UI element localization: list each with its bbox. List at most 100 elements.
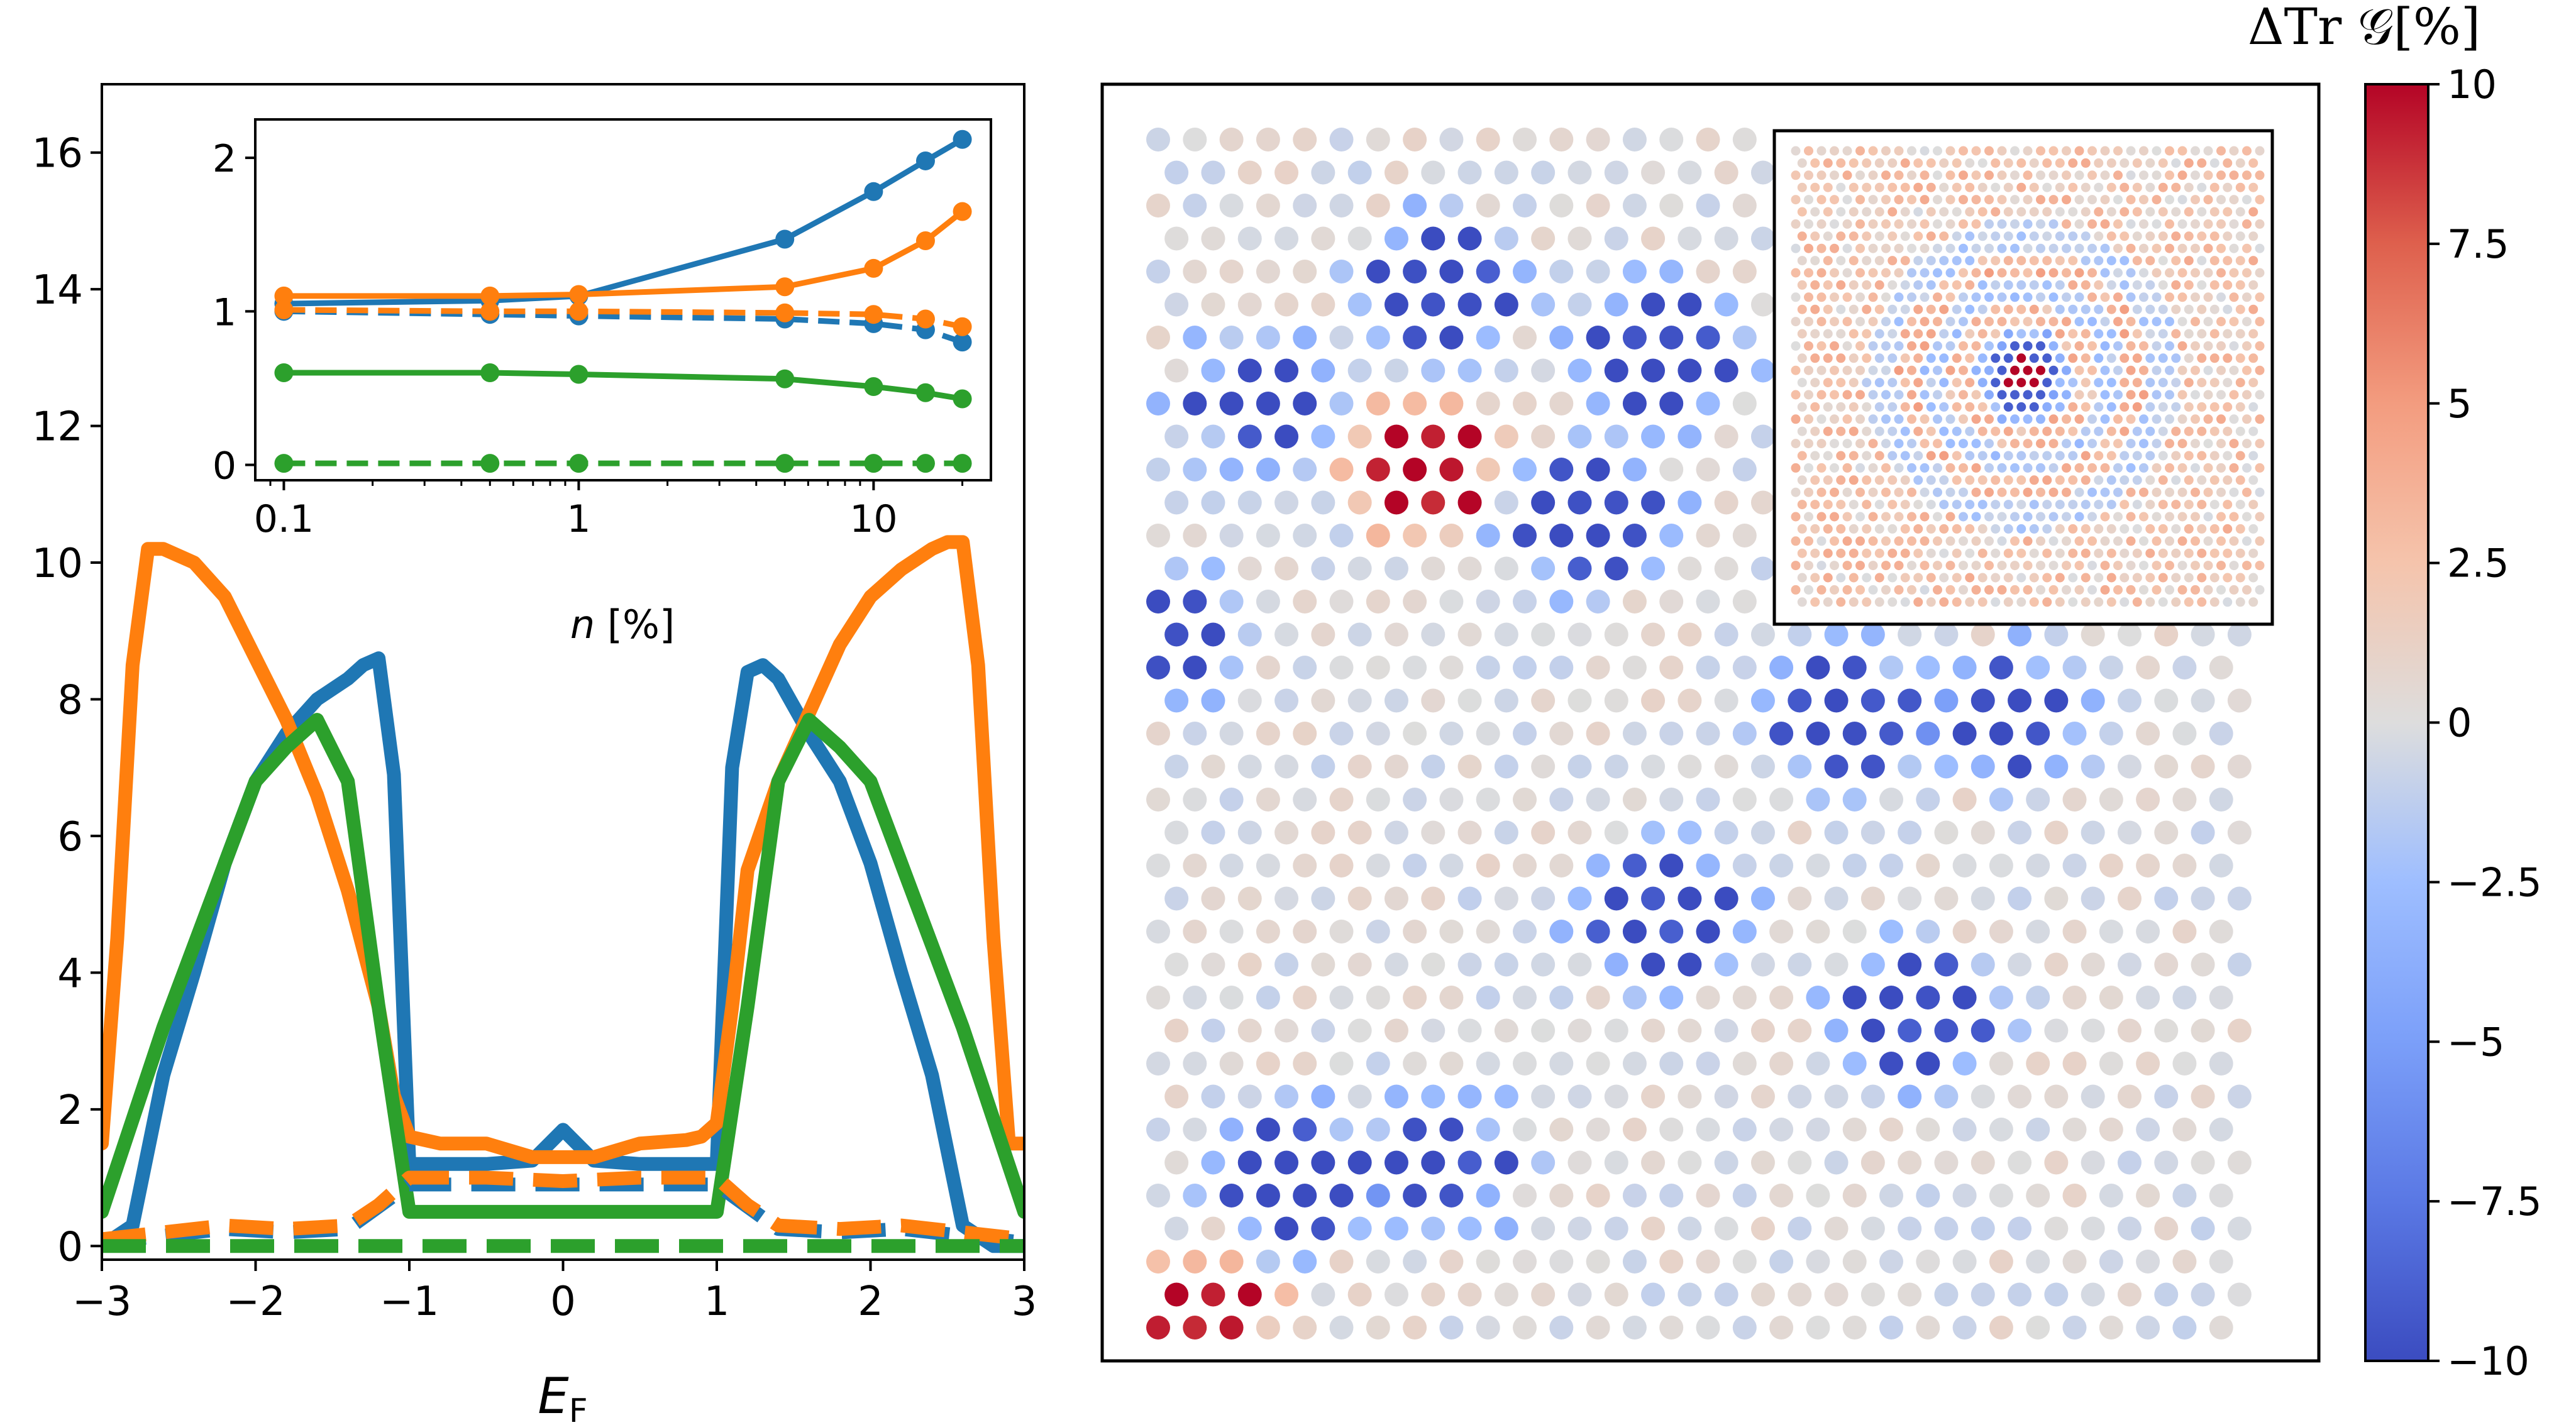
lattice-dot	[1549, 656, 1574, 679]
lattice-inset-dot	[1920, 341, 1930, 351]
lattice-dot	[1898, 622, 1922, 647]
lattice-inset-dot	[1913, 256, 1923, 266]
lattice-dot	[1806, 1316, 1830, 1340]
lattice-dot	[1384, 160, 1408, 185]
lattice-inset-dot	[2003, 548, 2013, 558]
lattice-inset-dot	[2120, 353, 2130, 363]
inset-series-point	[864, 305, 883, 324]
lattice-inset-dot	[1977, 231, 1987, 241]
lattice-dot	[1329, 1250, 1354, 1274]
lattice-dot	[1513, 1316, 1537, 1340]
lattice-dot	[2172, 854, 2197, 878]
lattice-dot	[1421, 1216, 1446, 1241]
lattice-inset-dot	[2068, 158, 2078, 168]
lattice-inset-dot	[1913, 402, 1923, 412]
lattice-inset-dot	[1888, 207, 1898, 217]
lattice-inset-dot	[2184, 524, 2194, 534]
inset-series-point	[274, 454, 294, 473]
lattice-dot	[1513, 194, 1537, 217]
lattice-dot	[1329, 392, 1354, 415]
lattice-inset-dot	[2087, 439, 2097, 449]
lattice-inset-dot	[1830, 219, 1839, 229]
lattice-inset-dot	[1971, 219, 1981, 229]
lattice-inset-dot	[1991, 426, 2001, 436]
lattice-inset-dot	[1855, 195, 1865, 205]
lattice-inset-dot	[2171, 426, 2181, 436]
lattice-inset-dot	[2184, 329, 2194, 339]
lattice-inset-dot	[1836, 426, 1846, 436]
lattice-dot	[1586, 194, 1610, 217]
lattice-inset-dot	[1945, 195, 1955, 205]
lattice-inset-dot	[2184, 402, 2194, 412]
lattice-dot	[1916, 1118, 1940, 1142]
lattice-inset-dot	[2100, 561, 2110, 571]
lattice-inset-dot	[2158, 353, 2168, 363]
lattice-inset-dot	[1933, 341, 1942, 351]
lattice-inset-dot	[1926, 304, 1936, 314]
lattice-inset-dot	[2145, 231, 2155, 241]
lattice-inset-dot	[2242, 243, 2252, 253]
lattice-dot	[1750, 160, 1775, 185]
lattice-inset-dot	[1874, 524, 1884, 534]
lattice-dot	[1476, 260, 1500, 283]
lattice-inset-dot	[2223, 451, 2233, 461]
lattice-inset-dot	[1791, 463, 1801, 473]
lattice-inset-dot	[2055, 524, 2065, 534]
lattice-dot	[1769, 788, 1794, 812]
lattice-dot	[1146, 392, 1170, 415]
lattice-dot	[1311, 160, 1335, 185]
lattice-dot	[2154, 622, 2179, 647]
lattice-dot	[1678, 160, 1702, 185]
lattice-dot	[1604, 424, 1628, 449]
lattice-dot	[1549, 920, 1574, 944]
lattice-dot	[1513, 854, 1537, 878]
lattice-dot	[2081, 1018, 2105, 1043]
lattice-dot	[2008, 1150, 2032, 1175]
lattice-inset-dot	[2132, 231, 2142, 241]
lattice-inset-dot	[1945, 170, 1955, 180]
lattice-inset-dot	[2191, 195, 2200, 205]
lattice-dot	[1457, 754, 1482, 779]
lattice-inset-dot	[2216, 170, 2226, 180]
lattice-inset-dot	[2158, 182, 2168, 192]
lattice-inset-dot	[1984, 390, 1994, 400]
lattice-inset-dot	[2165, 439, 2174, 449]
lattice-inset-dot	[1836, 158, 1846, 168]
lattice-inset-dot	[2074, 219, 2084, 229]
colorbar-tick-label: −7.5	[2447, 1179, 2542, 1224]
lattice-dot	[1971, 1150, 1995, 1175]
lattice-inset-dot	[1842, 170, 1852, 180]
lattice-inset-dot	[2106, 500, 2116, 510]
lattice-dot	[2081, 1150, 2105, 1175]
inset-series-point	[953, 202, 972, 221]
lattice-inset-dot	[1913, 548, 1923, 558]
inset-series-point	[274, 363, 294, 383]
lattice-inset-dot	[1855, 243, 1865, 253]
lattice-inset-dot	[2062, 268, 2071, 278]
lattice-inset-dot	[2158, 280, 2168, 290]
lattice-inset-dot	[1939, 353, 1949, 363]
lattice-dot	[1274, 1282, 1299, 1307]
lattice-dot	[1898, 1216, 1922, 1241]
lattice-inset-dot	[1816, 512, 1827, 522]
lattice-inset-dot	[1804, 243, 1813, 253]
lattice-dot	[1824, 1084, 1849, 1109]
lattice-inset-dot	[2062, 487, 2071, 497]
lattice-inset-dot	[1874, 426, 1884, 436]
lattice-inset-dot	[1945, 487, 1955, 497]
lattice-dot	[1714, 490, 1739, 515]
lattice-inset-dot	[1959, 463, 1968, 473]
lattice-dot	[1732, 722, 1757, 746]
lattice-inset-dot	[1804, 390, 1813, 400]
lattice-inset-dot	[1791, 170, 1801, 180]
lattice-dot	[1696, 656, 1720, 679]
lattice-dot	[1293, 260, 1317, 283]
lattice-dot	[1714, 1282, 1739, 1307]
lattice-dot	[1421, 424, 1446, 449]
lattice-inset-dot	[2165, 219, 2174, 229]
lattice-inset-dot	[2036, 146, 2045, 156]
lattice-inset-dot	[1920, 585, 1930, 595]
lattice-dot	[1678, 1084, 1702, 1109]
lattice-inset-dot	[1881, 512, 1891, 522]
lattice-inset-dot	[1965, 378, 1975, 388]
